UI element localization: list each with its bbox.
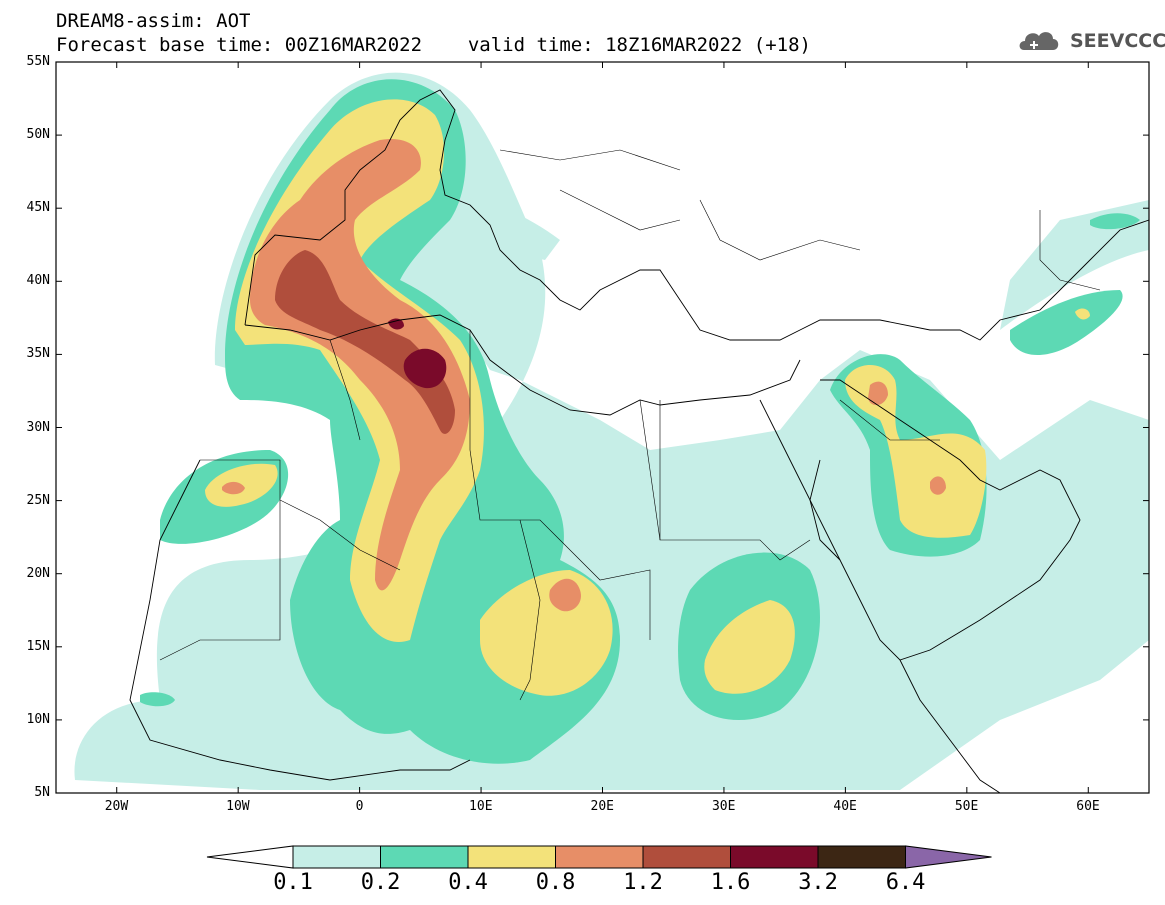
lat-tick-label: 55N: [26, 54, 50, 69]
colorbar-level-label: 1.6: [710, 870, 751, 895]
lat-tick-label: 40N: [26, 273, 50, 289]
colorbar: [206, 845, 992, 869]
lon-tick-label: 10E: [469, 799, 493, 814]
colorbar-segment: [292, 845, 381, 869]
colorbar-segment: [467, 845, 556, 869]
country-borders: [159, 149, 1101, 701]
lat-tick-label: 20N: [26, 565, 50, 581]
colorbar-segment: [555, 845, 644, 869]
colorbar-level-label: 0.8: [535, 870, 576, 895]
valid-time-label: valid time: 18Z16MAR2022 (+18): [467, 34, 811, 56]
colorbar-segment: [730, 845, 819, 869]
lon-tick-label: 10W: [226, 799, 250, 814]
lon-tick-label: 20W: [104, 799, 129, 814]
colorbar-high-extension: [905, 845, 992, 869]
base-time-label: Forecast base time: 00Z16MAR2022: [56, 34, 423, 56]
lon-tick-label: 20E: [590, 799, 614, 814]
lon-tick-label: 50E: [954, 799, 979, 814]
axis-ticks: [56, 61, 1149, 794]
lat-tick-label: 25N: [26, 492, 50, 508]
logo-text: SEEVCCC: [1070, 30, 1165, 52]
forecast-times: Forecast base time: 00Z16MAR2022 valid t…: [56, 34, 811, 56]
colorbar-level-label: 0.4: [448, 870, 488, 895]
colorbar-segment: [642, 845, 731, 869]
colorbar-low-extension: [206, 845, 294, 869]
colorbar-segment: [817, 845, 906, 869]
lat-tick-label: 35N: [26, 346, 50, 362]
aot-level-1.6: [388, 318, 447, 389]
lat-tick-label: 10N: [26, 711, 50, 727]
colorbar-level-label: 0.2: [360, 870, 401, 895]
cloud-logo-icon: [1019, 32, 1059, 50]
coastlines: [129, 89, 1149, 793]
colorbar-level-label: 3.2: [798, 870, 838, 895]
colorbar-level-label: 6.4: [885, 870, 926, 895]
lat-tick-label: 50N: [26, 127, 50, 143]
lat-tick-label: 45N: [26, 200, 50, 216]
lon-tick-label: 0: [355, 799, 364, 814]
colorbar-segment: [380, 845, 469, 869]
colorbar-level-label: 1.2: [623, 870, 663, 895]
lon-tick-label: 60E: [1076, 799, 1100, 814]
lat-tick-label: 5N: [34, 785, 50, 800]
lon-tick-label: 40E: [833, 799, 857, 814]
lon-tick-label: 30E: [711, 799, 736, 814]
lat-tick-label: 30N: [26, 419, 50, 435]
aot-level-1.2: [275, 250, 455, 434]
colorbar-level-label: 0.1: [273, 870, 313, 895]
lat-tick-label: 15N: [26, 638, 50, 654]
map-title: DREAM8-assim: AOT: [56, 10, 251, 32]
